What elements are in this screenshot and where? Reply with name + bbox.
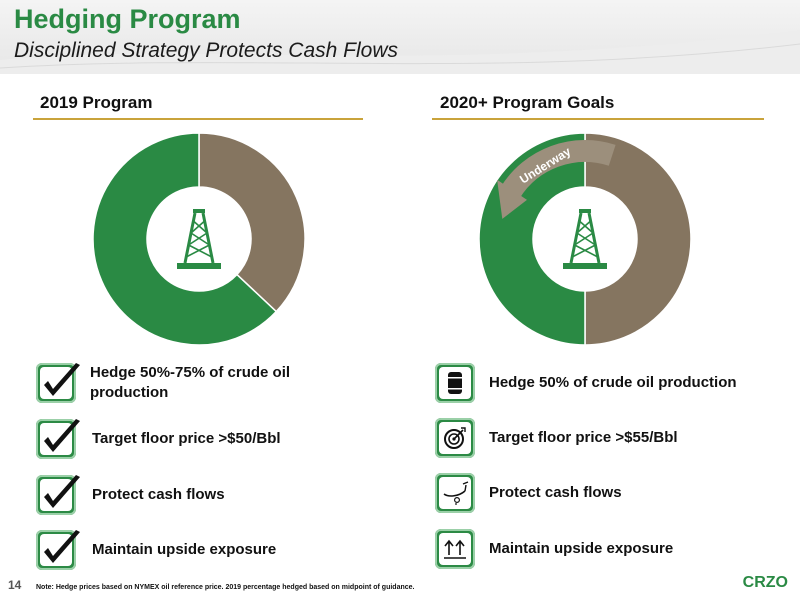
target-icon xyxy=(435,418,475,458)
right-list-item-1: Hedge 50% of crude oil production xyxy=(435,362,737,404)
left-list-label-2: Target floor price >$50/Bbl xyxy=(92,430,281,447)
brand-logo: CRZO xyxy=(742,574,788,591)
page-title: Hedging Program xyxy=(14,4,241,34)
left-list-label-4: Maintain upside exposure xyxy=(92,541,277,558)
checkmark-icon xyxy=(36,530,80,570)
right-list-label-2: Target floor price >$55/Bbl xyxy=(489,429,678,446)
left-donut-chart xyxy=(92,132,306,346)
header-wave-decoration xyxy=(0,30,800,74)
right-donut-chart: Underway xyxy=(478,132,692,346)
right-list-item-4: Maintain upside exposure xyxy=(435,528,673,570)
oil-barrel-icon xyxy=(435,363,475,403)
left-section-title: 2019 Program xyxy=(40,93,153,112)
footnote: Note: Hedge prices based on NYMEX oil re… xyxy=(36,584,415,591)
right-section-title: 2020+ Program Goals xyxy=(440,93,615,112)
left-list-item-1: Hedge 50%-75% of crude oil production xyxy=(36,362,320,404)
checkmark-icon xyxy=(36,475,80,515)
left-list-item-3: Protect cash flows xyxy=(36,474,225,516)
left-section-rule xyxy=(33,118,363,120)
upward-arrows-icon xyxy=(435,529,475,569)
right-section-rule xyxy=(432,118,764,120)
left-list-item-2: Target floor price >$50/Bbl xyxy=(36,418,281,460)
oil-derrick-icon xyxy=(177,209,221,269)
left-list-item-4: Maintain upside exposure xyxy=(36,529,276,571)
donut-slice-1 xyxy=(198,132,306,313)
right-list-label-4: Maintain upside exposure xyxy=(489,540,674,557)
page-number: 14 xyxy=(8,578,22,592)
donut-slice-1 xyxy=(584,132,692,346)
left-list-label-1: Hedge 50%-75% of crude oil production xyxy=(90,364,291,401)
checkmark-icon xyxy=(36,419,80,459)
left-list-label-3: Protect cash flows xyxy=(92,486,225,503)
right-list-item-3: Protect cash flows xyxy=(435,472,622,514)
donut-slice-2 xyxy=(92,132,278,346)
piggy-bank-icon xyxy=(435,473,475,513)
checkmark-icon xyxy=(36,363,80,403)
right-list-label-1: Hedge 50% of crude oil production xyxy=(489,374,737,391)
page-subtitle: Disciplined Strategy Protects Cash Flows xyxy=(14,39,398,62)
right-list-label-3: Protect cash flows xyxy=(489,484,622,501)
oil-derrick-icon xyxy=(563,209,607,269)
right-list-item-2: Target floor price >$55/Bbl xyxy=(435,417,678,459)
header-banner xyxy=(0,0,800,74)
